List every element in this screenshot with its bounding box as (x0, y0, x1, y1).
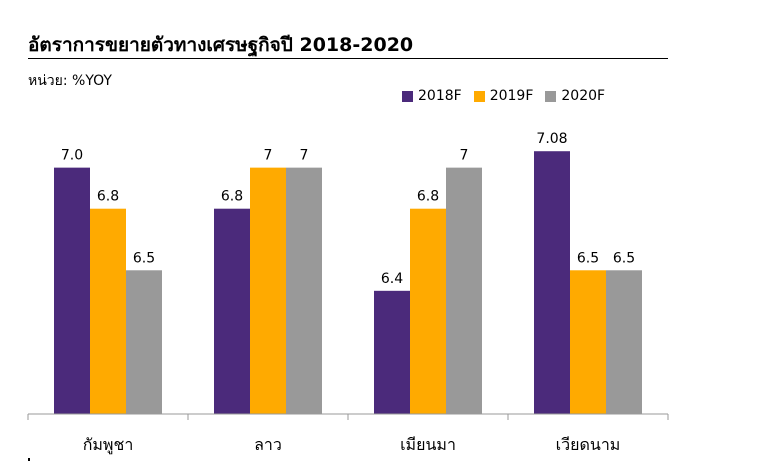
data-label-2018f-2: 6.4 (381, 271, 403, 287)
data-label-2019f-1: 7 (264, 148, 273, 164)
title-underline (28, 58, 668, 59)
data-label-2019f-2: 6.8 (417, 189, 439, 205)
data-label-2018f-0: 7.0 (61, 148, 83, 164)
bar-2020f-1 (286, 167, 322, 414)
legend-label-2018f: 2018F (418, 88, 462, 104)
bar-2019f-3 (570, 270, 606, 414)
chart-title: อัตราการขยายตัวทางเศรษฐกิจปี 2018-2020 (28, 34, 414, 56)
data-label-2018f-3: 7.08 (536, 131, 567, 147)
legend-item-2019f: 2019F (473, 88, 534, 104)
bar-2020f-3 (606, 270, 642, 414)
data-label-2020f-2: 7 (460, 148, 469, 164)
data-label-2020f-1: 7 (300, 148, 309, 164)
unit-label: หน่วย: %YOY (28, 73, 112, 89)
legend-item-2020f: 2020F (545, 88, 605, 104)
x-tick-label-3: เวียดนาม (556, 435, 621, 454)
bar-2019f-1 (250, 167, 286, 414)
footnote-mark (28, 458, 30, 461)
data-label-2020f-0: 6.5 (133, 250, 155, 266)
data-label-2020f-3: 6.5 (613, 250, 635, 266)
bar-2018f-0 (54, 167, 90, 414)
data-label-2019f-3: 6.5 (577, 250, 599, 266)
bar-2018f-2 (374, 290, 410, 414)
legend-swatch-2018f (402, 90, 413, 102)
x-tick-label-0: กัมพูชา (83, 435, 134, 455)
legend-label-2020f: 2020F (561, 88, 606, 104)
bar-2020f-2 (446, 167, 482, 414)
x-tick-label-1: ลาว (254, 435, 282, 454)
bar-2020f-0 (126, 270, 162, 414)
legend-swatch-2020f (545, 90, 557, 102)
x-tick-label-2: เมียนมา (400, 435, 456, 454)
bar-2018f-3 (534, 151, 570, 414)
legend-item-2018f: 2018F (402, 88, 462, 104)
bar-2019f-0 (90, 208, 126, 414)
bar-2018f-1 (214, 208, 250, 414)
legend-label-2019f: 2019F (489, 88, 534, 104)
data-label-2018f-1: 6.8 (221, 189, 243, 205)
legend: 2018F 2019F 2020F (402, 88, 605, 104)
bar-2019f-2 (410, 208, 446, 414)
legend-swatch-2019f (473, 90, 485, 102)
data-label-2019f-0: 6.8 (97, 189, 119, 205)
